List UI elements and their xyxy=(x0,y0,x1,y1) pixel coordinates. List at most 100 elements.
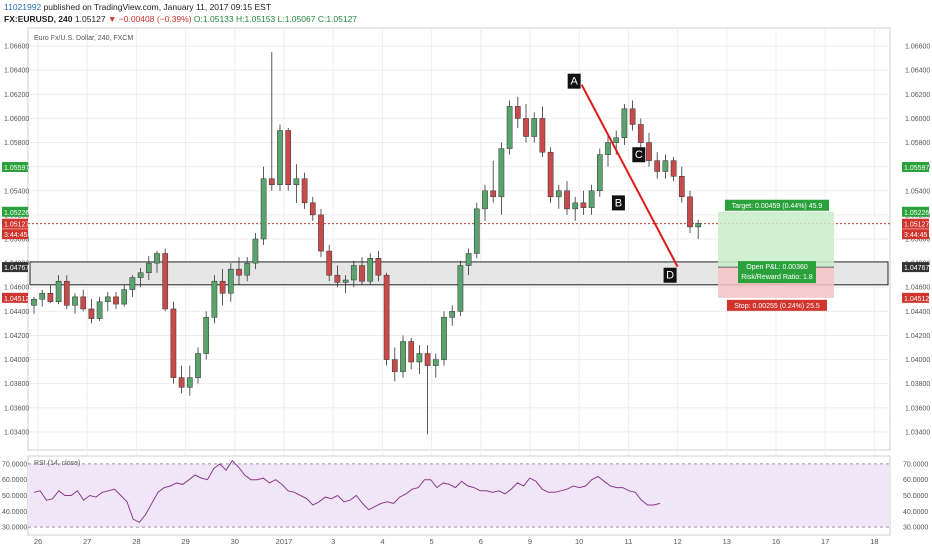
y-tick-right: 1.04400 xyxy=(905,309,930,316)
candle-body xyxy=(31,299,37,306)
candle-body xyxy=(88,308,95,319)
price-label-left: 1.05226 xyxy=(4,210,29,217)
candle-body xyxy=(318,214,324,252)
x-tick: 30 xyxy=(231,537,239,546)
candle-body xyxy=(564,190,570,210)
candles xyxy=(31,52,702,435)
abcd-pattern: A B C D xyxy=(567,73,679,283)
y-tick-right: 1.05800 xyxy=(905,140,930,147)
candle-body xyxy=(531,118,538,137)
candle-body xyxy=(375,258,382,276)
price-label-left-bg xyxy=(2,206,28,217)
price-label-left-bg xyxy=(2,162,28,173)
candle-body xyxy=(523,118,529,137)
candle-body xyxy=(227,268,234,294)
candle-body xyxy=(244,262,251,276)
y-tick-right: 1.03600 xyxy=(905,405,930,412)
candle-body xyxy=(654,160,661,172)
candle-body xyxy=(432,359,439,366)
x-tick: 28 xyxy=(132,537,140,546)
y-tick-left: 1.06600 xyxy=(4,44,29,51)
author-link[interactable]: 11021992 xyxy=(4,2,42,12)
target-text: Target: 0.00459 (0.44%) 45.9 xyxy=(732,203,823,210)
x-tick: 11 xyxy=(625,537,633,546)
rsi-tick-right: 60.0000 xyxy=(903,477,928,484)
candle-body xyxy=(490,190,497,198)
candle-body xyxy=(170,308,177,378)
candle-body xyxy=(588,190,595,208)
candle-body xyxy=(555,190,562,198)
symbol-label[interactable]: FX:EURUSD, 240 xyxy=(4,14,73,24)
pattern-line-ad xyxy=(580,84,679,268)
candle-body xyxy=(391,359,398,372)
x-tick: 27 xyxy=(83,537,91,546)
close-value: C:1.05127 xyxy=(317,14,358,24)
rsi-band xyxy=(28,463,890,528)
candle-body xyxy=(621,108,628,138)
chart-title: Euro Fx/U.S. Dollar, 240, FXCM xyxy=(34,35,133,42)
y-tick-left: 1.06400 xyxy=(4,68,29,75)
x-tick: 5 xyxy=(430,537,434,546)
price-label-left: 1.05127 xyxy=(4,222,29,229)
candle-body xyxy=(670,160,677,177)
candle-body xyxy=(449,311,456,318)
candle-body xyxy=(268,178,275,185)
point-marker-c xyxy=(632,147,646,163)
candle-body xyxy=(678,176,685,198)
candle-body xyxy=(424,353,431,366)
candle-body xyxy=(547,151,554,198)
price-label-right: 3:44:45 xyxy=(904,232,927,239)
y-tick-left: 1.03400 xyxy=(4,429,29,436)
y-tick-left: 1.03600 xyxy=(4,405,29,412)
candle-body xyxy=(219,280,226,294)
candle-body xyxy=(186,377,193,388)
rsi-tick-right: 70.0000 xyxy=(903,461,928,468)
last-price: 1.05127 xyxy=(74,14,106,24)
y-tick-right: 1.06000 xyxy=(905,116,930,123)
candle-body xyxy=(80,296,87,310)
x-tick: 16 xyxy=(772,537,780,546)
candle-body xyxy=(498,148,505,198)
candle-body xyxy=(285,130,292,185)
y-tick-right: 1.05000 xyxy=(905,237,930,244)
candle-body xyxy=(129,277,136,290)
candle-body xyxy=(293,178,300,185)
rsi-tick-left: 40.0000 xyxy=(2,509,27,516)
y-tick-left: 1.04400 xyxy=(4,309,29,316)
candle-body xyxy=(178,377,185,388)
y-tick-left: 1.06000 xyxy=(4,116,29,123)
point-label-c: C xyxy=(635,149,643,161)
point-marker-a xyxy=(567,73,581,89)
candle-body xyxy=(646,142,652,161)
candle-body xyxy=(662,160,669,172)
y-tick-right: 1.04000 xyxy=(905,357,930,364)
position-tool: Target: 0.00459 (0.44%) 45.9 Open P&L: 0.… xyxy=(718,199,834,311)
candle-body xyxy=(441,317,447,360)
low-value: L:1.05067 xyxy=(277,14,316,24)
pnl-text: Open P&L: 0.00360 xyxy=(746,264,808,271)
candle-body xyxy=(277,130,283,185)
candle-body xyxy=(252,238,259,264)
price-label-right-bg xyxy=(902,262,929,273)
x-tick: 26 xyxy=(34,537,42,546)
price-label-right: 1.05226 xyxy=(904,210,929,217)
candle-body xyxy=(572,202,579,210)
candle-body xyxy=(514,106,521,119)
price-label-right: 1.05127 xyxy=(904,222,929,229)
x-tick: 10 xyxy=(575,537,583,546)
publish-line: 11021992 published on TradingView.com, J… xyxy=(4,2,271,12)
time-axis: 26 27 28 29 30 2017 3 4 5 6 9 10 11 12 13 16 17 18 xyxy=(34,537,879,546)
candle-body xyxy=(367,258,374,282)
y-tick-left: 1.05000 xyxy=(4,237,29,244)
price-label-left: 1.04512 xyxy=(4,296,29,303)
high-value: H:1.05153 xyxy=(236,14,276,24)
price-label-left: 1.05597 xyxy=(4,165,29,172)
candle-body xyxy=(162,253,169,310)
candle-body xyxy=(637,124,644,143)
candle-body xyxy=(260,178,267,240)
y-tick-right: 1.05400 xyxy=(905,188,930,195)
price-axis: 1.06600 1.06600 1.06400 1.06400 1.06200 1.062… xyxy=(2,44,930,436)
candle-body xyxy=(39,293,46,300)
candle-body xyxy=(236,268,242,276)
